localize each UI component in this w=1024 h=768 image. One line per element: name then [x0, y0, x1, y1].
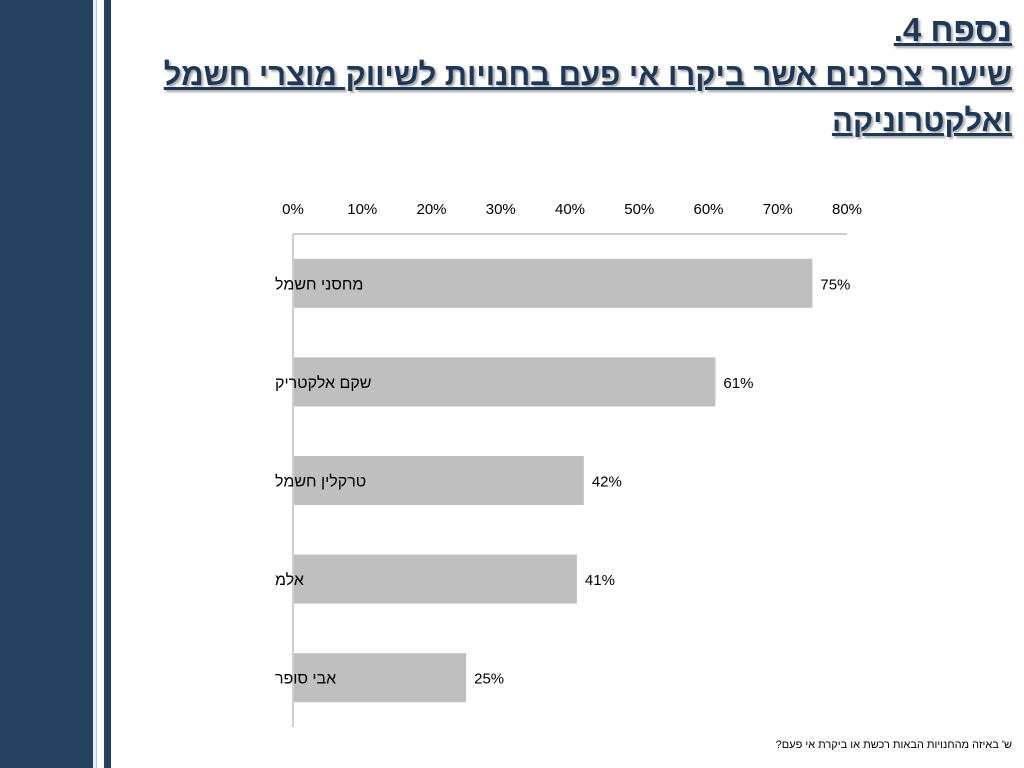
bar	[294, 554, 577, 604]
data-label: 61%	[723, 375, 753, 392]
data-label: 25%	[474, 671, 504, 688]
x-tick-label: 60%	[693, 201, 723, 218]
footnote: ש' באיזה מהחנויות הבאות רכשת או ביקרת אי…	[775, 739, 1012, 751]
data-label: 42%	[592, 474, 622, 491]
x-tick-label: 0%	[282, 201, 304, 218]
bar	[294, 653, 467, 703]
bar-chart: 0% 10% 20% 30% 40% 50% 60% 70% 80% מחסני חשמל 75% ש…	[275, 201, 862, 727]
x-tick-label: 10%	[347, 201, 377, 218]
category-label: אבי סופר	[275, 671, 336, 688]
data-label: 75%	[820, 276, 850, 293]
slide-subtitle: שיעור צרכנים אשר ביקרו אי פעם בחנויות לש…	[163, 57, 1012, 138]
x-tick-label: 40%	[555, 201, 585, 218]
x-tick-label: 30%	[486, 201, 516, 218]
x-tick-label: 50%	[624, 201, 654, 218]
side-band	[0, 0, 97, 768]
x-tick-label: 80%	[832, 201, 862, 218]
side-stripe	[104, 0, 111, 768]
category-label: אלמ	[275, 571, 304, 589]
category-label: שקם אלקטריק	[275, 374, 371, 392]
category-label: מחסני חשמל	[275, 275, 363, 293]
x-tick-label: 20%	[416, 201, 446, 218]
bar	[294, 357, 716, 407]
slide-title: נספח 4.	[893, 11, 1012, 48]
data-label: 41%	[585, 572, 615, 589]
category-label: טרקלין חשמל	[275, 473, 366, 491]
bar	[294, 258, 813, 308]
x-tick-label: 70%	[763, 201, 793, 218]
title-block: נספח 4. שיעור צרכנים אשר ביקרו אי פעם בח…	[132, 8, 1012, 144]
bar	[294, 456, 584, 505]
